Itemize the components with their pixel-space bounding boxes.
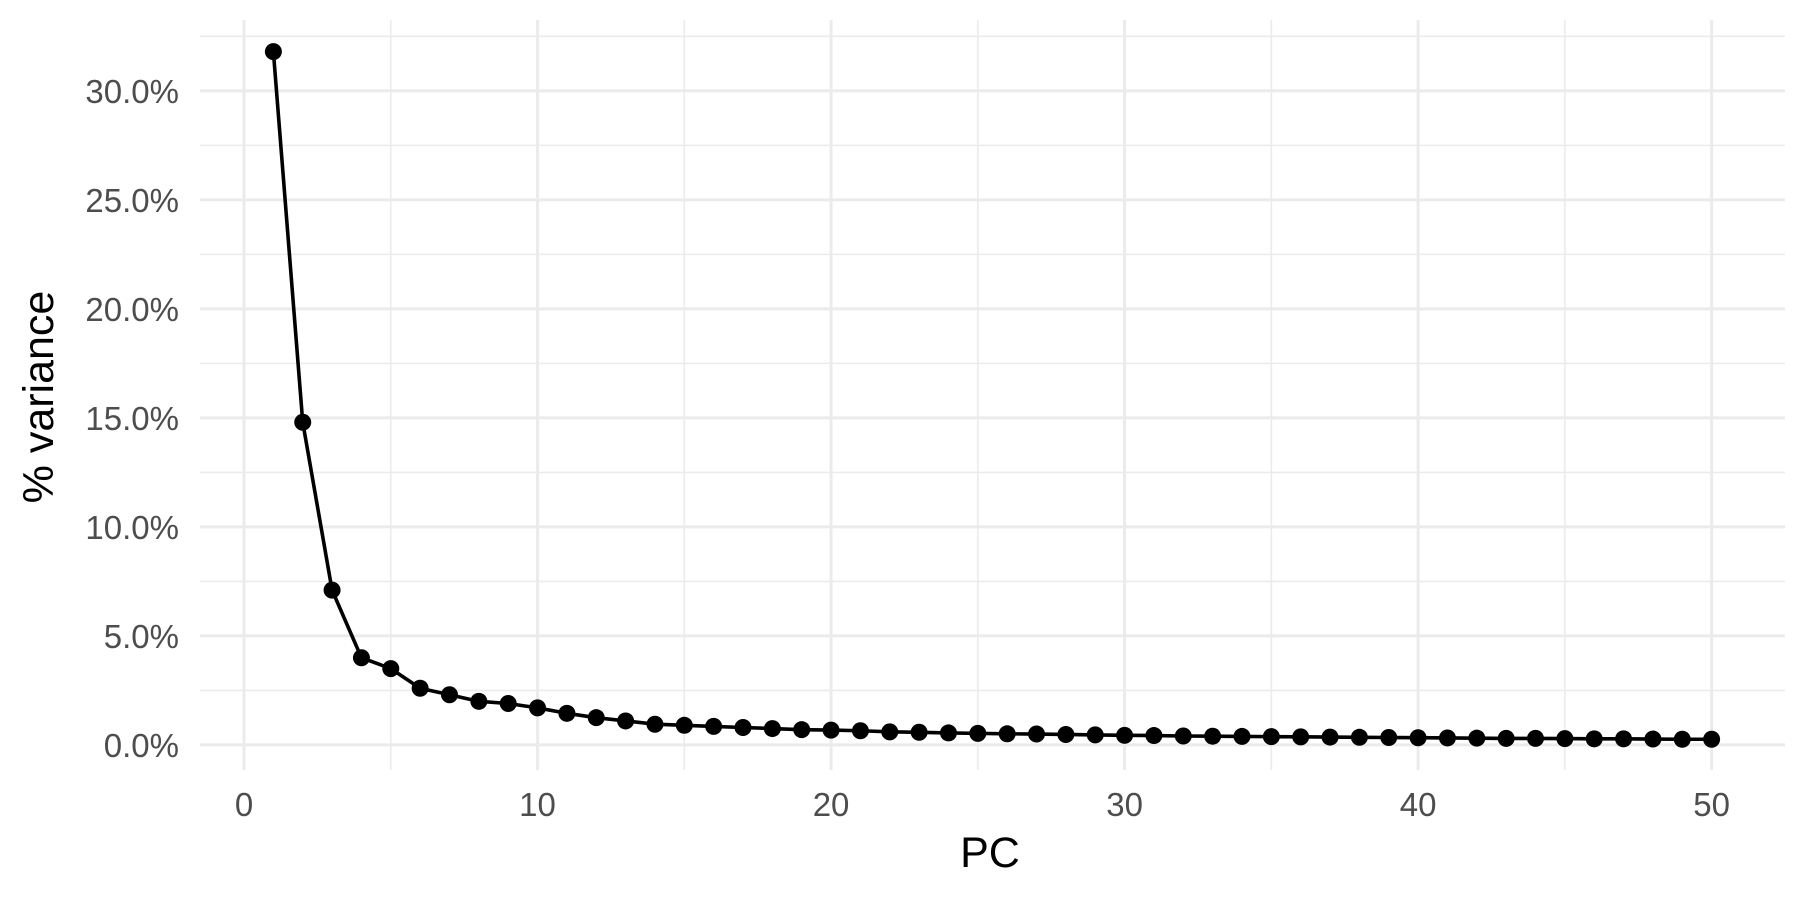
- data-point-pc-36: [1292, 728, 1310, 746]
- data-point-pc-1: [264, 43, 282, 61]
- y-tick-label: 20.0%: [85, 291, 179, 328]
- data-point-pc-47: [1615, 730, 1633, 748]
- x-axis-title: PC: [960, 829, 1020, 877]
- x-tick-label: 30: [1106, 786, 1143, 823]
- y-tick-label: 10.0%: [85, 509, 179, 546]
- data-point-pc-33: [1204, 727, 1222, 745]
- data-point-pc-35: [1262, 728, 1280, 746]
- x-tick-label: 10: [519, 786, 556, 823]
- data-point-pc-22: [881, 723, 899, 741]
- data-point-pc-7: [440, 686, 458, 704]
- data-point-pc-38: [1350, 728, 1368, 746]
- y-axis-title: % variance: [15, 291, 63, 504]
- x-tick-label: 50: [1693, 786, 1730, 823]
- data-point-pc-39: [1380, 729, 1398, 747]
- data-point-pc-13: [617, 712, 635, 730]
- data-point-pc-12: [587, 709, 605, 727]
- data-point-pc-3: [323, 581, 341, 599]
- data-point-pc-46: [1585, 730, 1603, 748]
- data-point-pc-32: [1174, 727, 1192, 745]
- y-tick-label: 30.0%: [85, 73, 179, 110]
- data-points: [264, 43, 1721, 748]
- data-point-pc-21: [851, 722, 869, 740]
- data-point-pc-4: [352, 649, 370, 667]
- minor-gridlines: [200, 20, 1785, 770]
- data-point-pc-40: [1409, 729, 1427, 747]
- data-point-pc-27: [1028, 725, 1046, 743]
- data-point-pc-42: [1468, 729, 1486, 747]
- data-point-pc-5: [382, 660, 400, 678]
- data-point-pc-10: [529, 699, 547, 717]
- data-point-pc-14: [646, 715, 664, 733]
- data-point-pc-17: [734, 718, 752, 736]
- data-point-pc-31: [1145, 727, 1163, 745]
- data-point-pc-30: [1116, 726, 1134, 744]
- x-tick-label: 0: [235, 786, 253, 823]
- data-point-pc-24: [939, 724, 957, 742]
- data-point-pc-37: [1321, 728, 1339, 746]
- data-point-pc-29: [1086, 726, 1104, 744]
- data-point-pc-41: [1438, 729, 1456, 747]
- x-axis-tick-labels: 0 10 20 30 40 50: [235, 786, 1730, 823]
- y-tick-label: 5.0%: [104, 618, 179, 655]
- data-point-pc-9: [499, 695, 517, 713]
- data-point-pc-43: [1497, 729, 1515, 747]
- y-tick-label: 0.0%: [104, 727, 179, 764]
- data-point-pc-50: [1703, 730, 1721, 748]
- data-point-pc-19: [793, 721, 811, 739]
- data-point-pc-23: [910, 723, 928, 741]
- y-axis-tick-labels: 0.0% 5.0% 10.0% 15.0% 20.0% 25.0% 30.0%: [85, 73, 179, 764]
- x-tick-label: 20: [813, 786, 850, 823]
- y-tick-label: 15.0%: [85, 400, 179, 437]
- data-point-pc-20: [822, 721, 840, 739]
- data-point-pc-16: [705, 717, 723, 735]
- data-point-pc-11: [558, 704, 576, 722]
- data-point-pc-26: [998, 725, 1016, 743]
- data-point-pc-45: [1556, 730, 1574, 748]
- data-point-pc-2: [294, 413, 312, 431]
- data-point-pc-18: [763, 720, 781, 738]
- data-point-pc-8: [470, 692, 488, 710]
- data-point-pc-15: [675, 716, 693, 734]
- data-point-pc-44: [1527, 729, 1545, 747]
- data-point-pc-34: [1233, 727, 1251, 745]
- data-point-pc-28: [1057, 725, 1075, 743]
- data-point-pc-25: [969, 724, 987, 742]
- x-tick-label: 40: [1400, 786, 1437, 823]
- data-point-pc-48: [1644, 730, 1662, 748]
- data-point-pc-49: [1673, 730, 1691, 748]
- major-gridlines: [200, 20, 1785, 770]
- data-point-pc-6: [411, 679, 429, 697]
- y-tick-label: 25.0%: [85, 182, 179, 219]
